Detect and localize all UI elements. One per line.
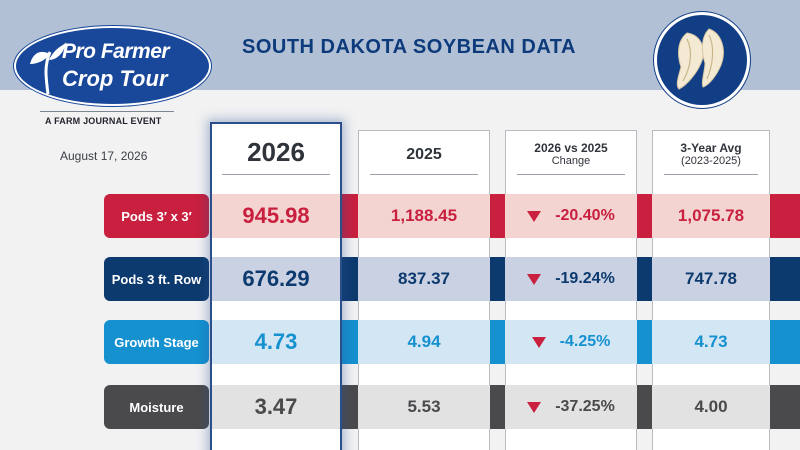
plant-sprout-icon — [30, 42, 66, 95]
page-title: SOUTH DAKOTA SOYBEAN DATA — [242, 36, 576, 58]
value-2026: 945.98 — [242, 203, 310, 228]
soybean-pod-icon — [676, 28, 724, 90]
value-2026: 676.29 — [242, 266, 310, 291]
column-subheader-change: Change — [551, 155, 591, 167]
row-band-segment — [652, 257, 770, 301]
value-2025: 837.37 — [398, 269, 450, 288]
value-2026: 4.73 — [254, 329, 298, 354]
header-rule-change — [517, 174, 625, 175]
change-cell: -20.40% — [505, 194, 637, 238]
value-3yr-avg: 1,075.78 — [677, 206, 745, 225]
soybean-badge — [654, 12, 750, 108]
value-2025: 5.53 — [407, 397, 441, 416]
change-value: -4.25% — [559, 333, 611, 350]
report-date: August 17, 2026 — [60, 149, 148, 163]
row-band-segment — [505, 194, 637, 238]
value-3yr-avg: 4.73 — [694, 332, 728, 351]
row-band-segment — [770, 257, 800, 301]
change-value: -37.25% — [555, 398, 615, 415]
row-band-2026 — [212, 194, 340, 238]
change-cell: -4.25% — [505, 320, 637, 364]
logo-subtitle: A FARM JOURNAL EVENT — [45, 116, 162, 126]
value-3yr-avg: 747.78 — [685, 269, 737, 288]
row-label: Pods 3′ x 3′ — [104, 194, 209, 238]
logo-divider — [40, 111, 174, 112]
row-band-segment — [342, 385, 358, 429]
row-band-segment — [358, 257, 490, 301]
column-header-2025: 2025 — [406, 146, 442, 163]
logo-text-crop-tour: Crop Tour — [62, 66, 168, 91]
value-3yr-avg: 4.00 — [694, 397, 728, 416]
header-rule-2026 — [222, 174, 330, 175]
down-triangle-icon — [531, 336, 546, 348]
row-band-segment — [770, 320, 800, 364]
header-rule-3yr-avg — [664, 174, 758, 175]
row-band-segment — [505, 320, 637, 364]
column-header-change: 2026 vs 2025 — [534, 141, 608, 155]
row-band-segment — [770, 194, 800, 238]
column-subheader-3yr-avg: (2023-2025) — [681, 155, 741, 167]
row-band-segment — [505, 257, 637, 301]
value-2025: 1,188.45 — [390, 206, 458, 225]
row-band-segment — [490, 320, 505, 364]
row-band-segment — [637, 385, 652, 429]
row-band-segment — [505, 385, 637, 429]
logo-text-pro-farmer: Pro Farmer — [62, 40, 170, 63]
change-value: -20.40% — [555, 207, 615, 224]
row-band-segment — [637, 320, 652, 364]
down-triangle-icon — [527, 401, 542, 413]
row-band-segment — [652, 320, 770, 364]
down-triangle-icon — [527, 210, 542, 222]
row-band-segment — [490, 385, 505, 429]
row-label: Pods 3 ft. Row — [104, 257, 209, 301]
row-band-segment — [342, 257, 358, 301]
row-band-2026 — [212, 385, 340, 429]
column-header-2026: 2026 — [247, 137, 305, 167]
row-label: Moisture — [104, 385, 209, 429]
row-band-segment — [358, 385, 490, 429]
row-band-2026 — [212, 257, 340, 301]
pro-farmer-logo: Pro Farmer Crop Tour — [14, 26, 211, 106]
row-band-segment — [652, 385, 770, 429]
column-header-3yr-avg: 3-Year Avg — [680, 141, 742, 155]
change-value: -19.24% — [555, 270, 615, 287]
row-band-segment — [652, 194, 770, 238]
row-band-segment — [490, 194, 505, 238]
table-row: Moisture 5.53 -37.25% 4.00 — [0, 385, 800, 429]
value-2026: 3.47 — [254, 394, 298, 419]
row-band-segment — [358, 320, 490, 364]
change-cell: -37.25% — [505, 385, 637, 429]
row-band-segment — [770, 385, 800, 429]
row-band-segment — [342, 320, 358, 364]
row-band-segment — [637, 257, 652, 301]
change-cell: -19.24% — [505, 257, 637, 301]
row-band-segment — [490, 257, 505, 301]
table-row: Pods 3′ x 3′ 1,188.45 -20.40% 1,075.78 — [0, 194, 800, 238]
row-band-2026 — [212, 320, 340, 364]
table-row: Growth Stage 4.94 -4.25% 4.73 — [0, 320, 800, 364]
down-triangle-icon — [527, 273, 542, 285]
header-rule-2025 — [370, 174, 478, 175]
row-band-segment — [358, 194, 490, 238]
table-row: Pods 3 ft. Row 837.37 -19.24% 747.78 — [0, 257, 800, 301]
row-band-segment — [342, 194, 358, 238]
row-label: Growth Stage — [104, 320, 209, 364]
value-2025: 4.94 — [407, 332, 441, 351]
row-band-segment — [637, 194, 652, 238]
